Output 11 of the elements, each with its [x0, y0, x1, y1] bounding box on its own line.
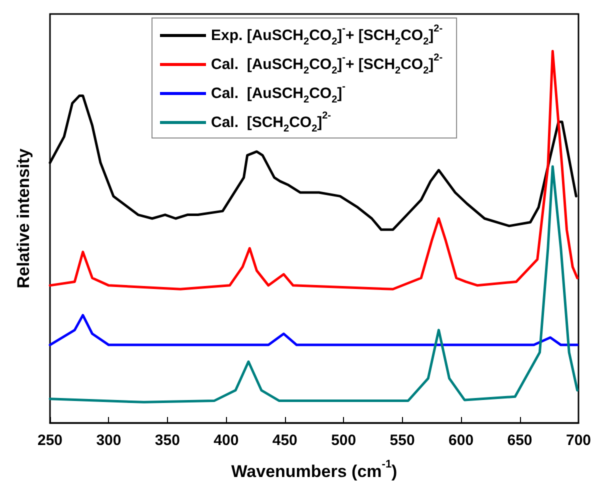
x-tick-label: 450	[272, 432, 298, 449]
y-axis-title: Relative intensity	[14, 148, 33, 288]
x-tick-label: 700	[566, 432, 591, 449]
x-tick-label: 500	[331, 432, 356, 449]
x-tick-label: 600	[448, 432, 474, 449]
x-tick-label: 400	[214, 432, 239, 449]
x-tick-label: 550	[390, 432, 415, 449]
x-tick-label: 250	[37, 432, 63, 449]
x-tick-label: 650	[507, 432, 532, 449]
x-tick-label: 300	[96, 432, 122, 449]
x-tick-label: 350	[154, 432, 180, 449]
